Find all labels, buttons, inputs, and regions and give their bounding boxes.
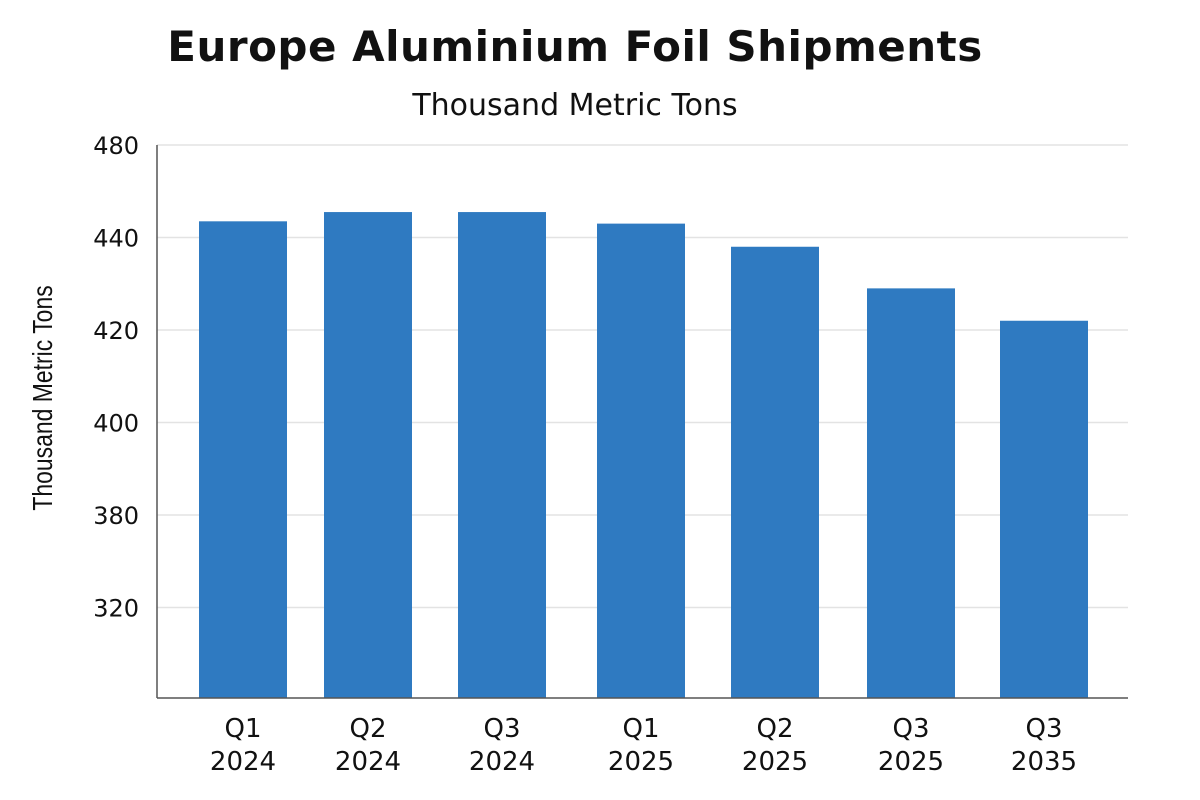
x-tick-label: Q3 [483, 714, 520, 744]
y-tick-label: 480 [93, 132, 139, 160]
y-axis-label: Thousand Metric Tons [28, 285, 59, 510]
x-tick-label-year: 2024 [335, 747, 401, 777]
x-tick-label-year: 2025 [608, 747, 674, 777]
x-tick-label: Q1 [224, 714, 261, 744]
y-tick-label: 420 [93, 317, 139, 345]
bar [731, 246, 819, 698]
x-tick-label: Q1 [622, 714, 659, 744]
bar [1000, 320, 1088, 698]
bar [458, 212, 546, 698]
bar [597, 223, 685, 698]
y-tick-label: 320 [93, 595, 139, 623]
x-tick-label-year: 2025 [742, 747, 808, 777]
axes [156, 145, 1128, 699]
chart-subtitle: Thousand Metric Tons [412, 88, 738, 123]
x-tick-label: Q3 [1025, 714, 1062, 744]
y-tick-label: 380 [93, 502, 139, 530]
y-tick-labels: 480 440 420 400 380 320 [93, 132, 139, 623]
x-tick-label-year: 2025 [878, 747, 944, 777]
x-tick-label: Q3 [892, 714, 929, 744]
x-tick-label-year: 2035 [1011, 747, 1077, 777]
bar [199, 221, 287, 698]
chart-title: Europe Aluminium Foil Shipments [167, 22, 983, 71]
y-tick-label: 400 [93, 410, 139, 438]
bar [867, 288, 955, 698]
x-tick-label-year: 2024 [469, 747, 535, 777]
x-tick-labels: Q12024Q22024Q32024Q12025Q22025Q32025Q320… [210, 714, 1077, 777]
bars [199, 212, 1088, 698]
x-tick-label-year: 2024 [210, 747, 276, 777]
y-tick-label: 440 [93, 225, 139, 253]
x-tick-label: Q2 [349, 714, 386, 744]
bar [324, 212, 412, 698]
x-tick-label: Q2 [756, 714, 793, 744]
